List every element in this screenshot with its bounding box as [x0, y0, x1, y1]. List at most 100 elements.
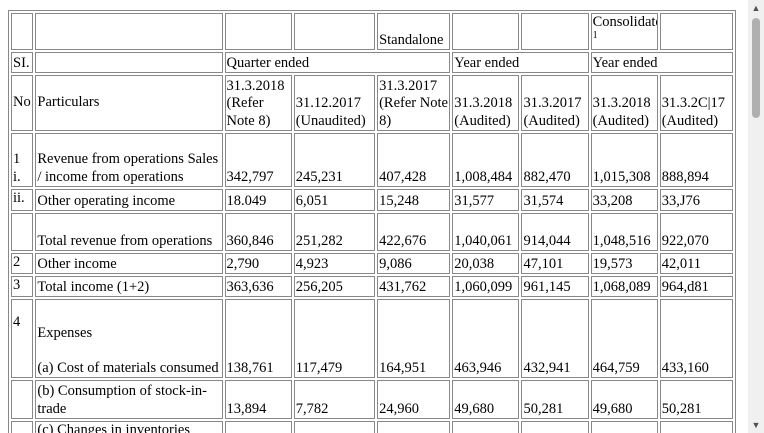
header-row-3: No Particulars 31.3.2018 (Refer Note 8) …	[11, 75, 733, 131]
value-cell: 251,282	[293, 213, 376, 251]
value-cell	[659, 421, 733, 433]
year-ended-consolidated-header: Year ended	[590, 52, 733, 73]
value-cell: 20,038	[452, 253, 520, 274]
table-row: ii. Other operating income 18.049 6,051 15,2…	[11, 189, 733, 211]
particulars-cell: Revenue from operations Sales / income f…	[35, 133, 223, 187]
serial-number-cell	[11, 380, 34, 419]
value-cell: 9,086	[377, 253, 451, 274]
value-cell: 49,680	[590, 380, 658, 419]
value-cell: 964,d81	[659, 276, 733, 297]
column-header: 31.12.2017 (Unaudited)	[293, 75, 376, 131]
value-cell: 245,231	[293, 133, 376, 187]
year-ended-standalone-header: Year ended	[452, 52, 589, 73]
value-cell: 463,946	[452, 299, 520, 378]
value-cell: 464,759	[590, 299, 658, 378]
si-header: SI.	[11, 52, 34, 73]
serial-number-cell: 4	[11, 299, 34, 378]
value-cell: 50,281	[521, 380, 589, 419]
value-cell: 117,479	[293, 299, 376, 378]
value-cell: 422,676	[377, 213, 451, 251]
value-cell: 42,011	[659, 253, 733, 274]
financial-results-table: Standalone Consolidated 1 SI. Quarter en…	[8, 10, 736, 433]
table-row: 4 Expenses (a) Cost of materials consumed…	[11, 299, 733, 378]
value-cell: 33,J76	[659, 189, 733, 211]
scrollbar-thumb[interactable]	[752, 18, 760, 118]
table-row: (b) Consumption of stock-in-trade 13,894 7…	[11, 380, 733, 419]
value-cell: 18.049	[224, 189, 292, 211]
value-cell: 363,636	[224, 276, 292, 297]
footnote-marker: 1	[592, 29, 598, 41]
particulars-cell: Total revenue from operations	[35, 213, 223, 251]
particulars-cell: (b) Consumption of stock-in-trade	[35, 380, 223, 419]
particulars-cell: (c) Changes in inventories	[35, 421, 223, 433]
particulars-cell: Other income	[35, 253, 223, 274]
value-cell: 1,015,308	[590, 133, 658, 187]
standalone-header: Standalone	[377, 13, 451, 50]
value-cell: 1,008,484	[452, 133, 520, 187]
value-cell: 24,960	[377, 380, 451, 419]
value-cell: 2,790	[224, 253, 292, 274]
value-cell: 360,846	[224, 213, 292, 251]
serial-number-cell: 2	[11, 253, 34, 274]
value-cell: 15,248	[377, 189, 451, 211]
table-row: 3 Total income (1+2) 363,636 256,205 431,762…	[11, 276, 733, 297]
column-header: 31.3.2C|17 (Audited)	[659, 75, 733, 131]
quarter-ended-header: Quarter ended	[224, 52, 451, 73]
table-row: Total revenue from operations 360,846 251,…	[11, 213, 733, 251]
no-header: No	[11, 75, 34, 131]
value-cell: 4,923	[293, 253, 376, 274]
serial-number-cell: 1 i.	[11, 133, 34, 187]
value-cell: 256,205	[293, 276, 376, 297]
particulars-header: Particulars	[35, 75, 223, 131]
vertical-scrollbar[interactable]: ▲ ▼	[748, 0, 764, 433]
consolidated-header: Consolidated 1	[590, 13, 658, 50]
value-cell: 1,060,099	[452, 276, 520, 297]
column-header: 31.3.2017 (Refer Note 8)	[377, 75, 451, 131]
table-row: (c) Changes in inventories	[11, 421, 733, 433]
value-cell: 1,068,089	[590, 276, 658, 297]
table-row: 1 i. Revenue from operations Sales / inco…	[11, 133, 733, 187]
value-cell: 342,797	[224, 133, 292, 187]
column-header: 31.3.2017 (Audited)	[521, 75, 589, 131]
particulars-cell: Expenses (a) Cost of materials consumed	[35, 299, 223, 378]
value-cell: 49,680	[452, 380, 520, 419]
scroll-down-arrow-icon[interactable]: ▼	[751, 420, 761, 430]
scroll-up-arrow-icon[interactable]: ▲	[751, 3, 761, 13]
column-header: 31.3.2018 (Audited)	[452, 75, 520, 131]
value-cell	[521, 421, 589, 433]
value-cell	[452, 421, 520, 433]
table-row: 2 Other income 2,790 4,923 9,086 20,038 47,101…	[11, 253, 733, 274]
value-cell: 914,044	[521, 213, 589, 251]
value-cell: 19,573	[590, 253, 658, 274]
value-cell: 961,145	[521, 276, 589, 297]
serial-number-cell: 3	[11, 276, 34, 297]
value-cell: 882,470	[521, 133, 589, 187]
value-cell	[293, 421, 376, 433]
value-cell	[224, 421, 292, 433]
value-cell: 433,160	[659, 299, 733, 378]
value-cell: 431,762	[377, 276, 451, 297]
value-cell: 138,761	[224, 299, 292, 378]
column-header: 31.3.2018 (Audited)	[590, 75, 658, 131]
value-cell: 164,951	[377, 299, 451, 378]
serial-number-cell	[11, 213, 34, 251]
value-cell: 31,574	[521, 189, 589, 211]
document-viewport: Standalone Consolidated 1 SI. Quarter en…	[8, 10, 736, 433]
particulars-cell: Total income (1+2)	[35, 276, 223, 297]
value-cell	[377, 421, 451, 433]
serial-number-cell	[11, 421, 34, 433]
value-cell: 33,208	[590, 189, 658, 211]
particulars-cell: Other operating income	[35, 189, 223, 211]
value-cell: 407,428	[377, 133, 451, 187]
value-cell: 6,051	[293, 189, 376, 211]
value-cell: 47,101	[521, 253, 589, 274]
value-cell: 13,894	[224, 380, 292, 419]
header-row-2: SI. Quarter ended Year ended Year ended	[11, 52, 733, 73]
value-cell: 31,577	[452, 189, 520, 211]
value-cell	[590, 421, 658, 433]
value-cell: 50,281	[659, 380, 733, 419]
column-header: 31.3.2018 (Refer Note 8)	[224, 75, 292, 131]
serial-number-cell: ii.	[11, 189, 34, 211]
value-cell: 7,782	[293, 380, 376, 419]
header-row-1: Standalone Consolidated 1	[11, 13, 733, 50]
